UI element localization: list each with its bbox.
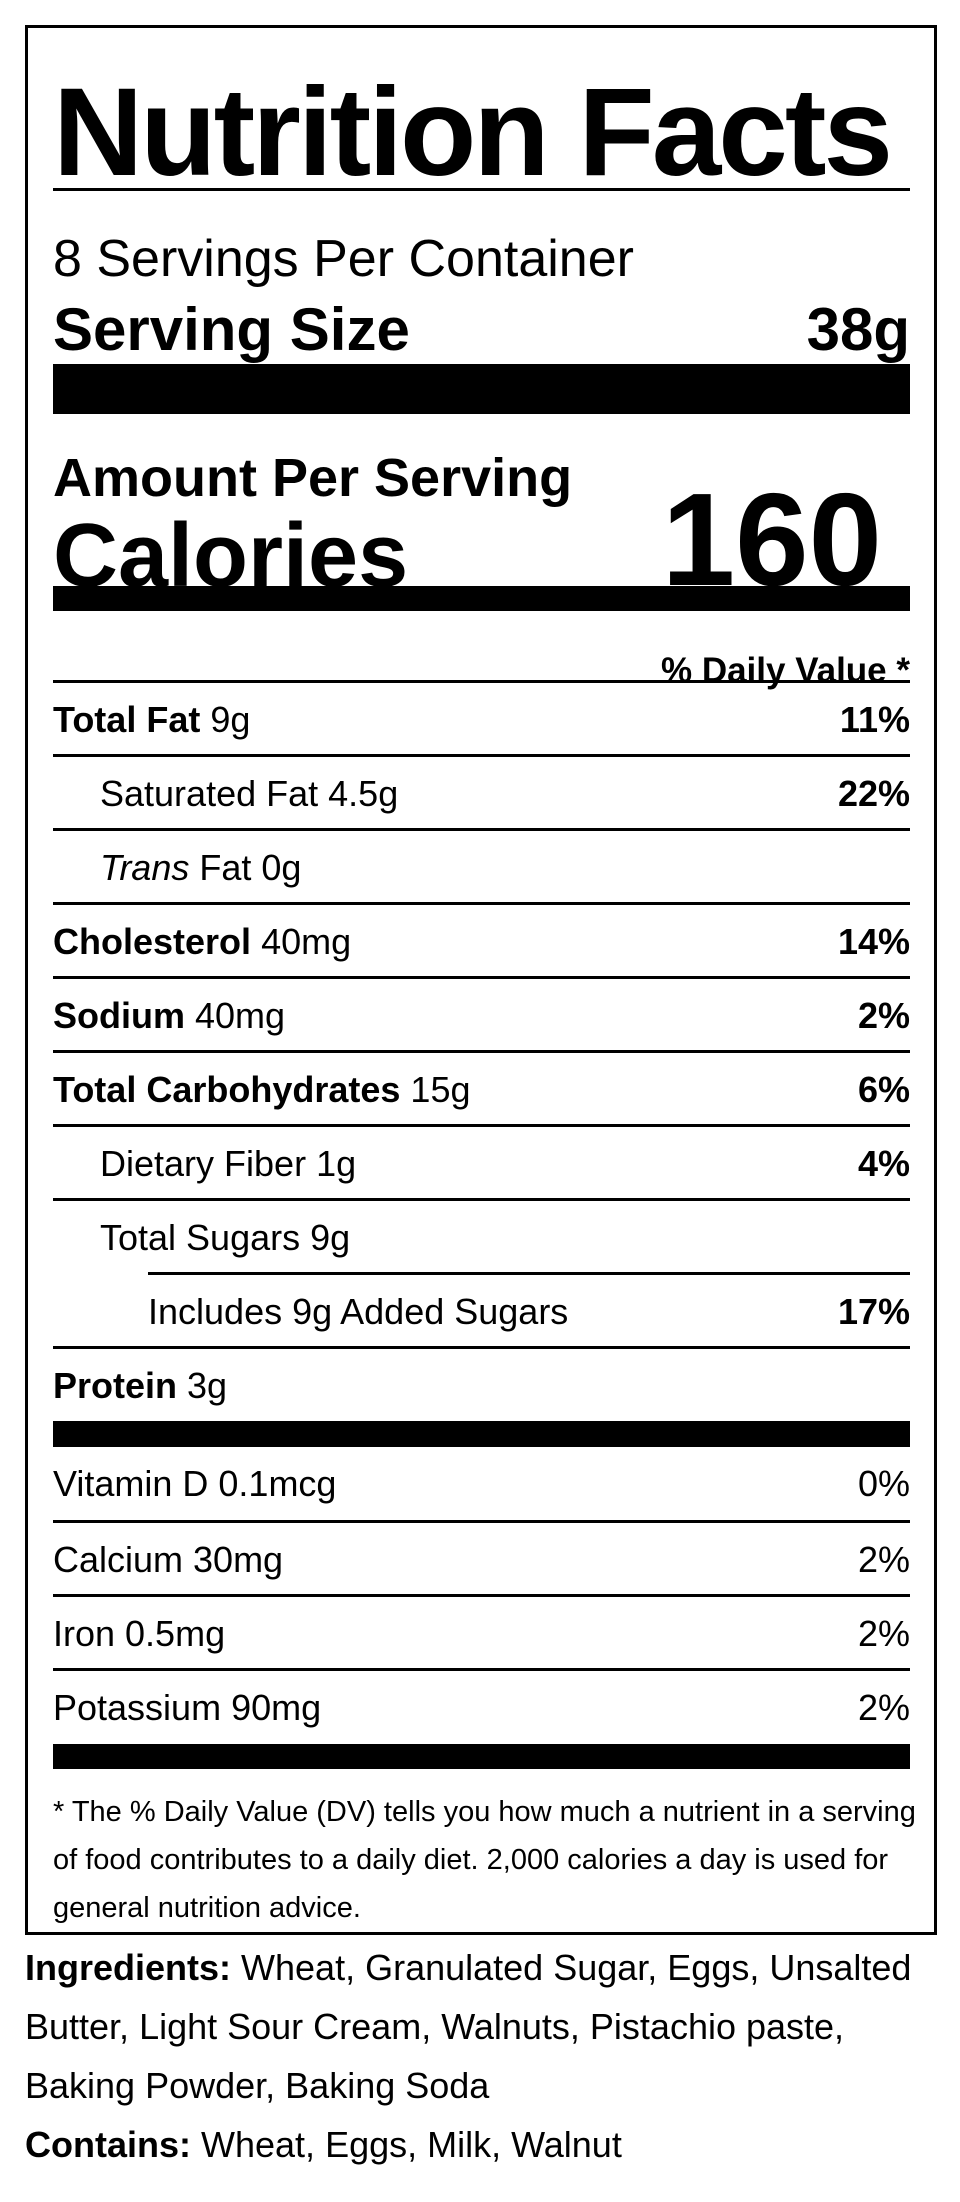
ingredients-text: Wheat, Granulated Sugar, Eggs, Unsalted … — [25, 1947, 912, 2106]
vitamin-dv: 2% — [857, 1687, 910, 1728]
divider-row — [53, 1346, 910, 1349]
vitamin-text: Calcium 30mg — [53, 1539, 284, 1580]
nutrient-amount: 9g — [210, 699, 251, 740]
nutrient-dv: 11% — [839, 699, 910, 740]
nutrient-name: Cholesterol — [53, 921, 252, 962]
vitamin-row-iron: Iron 0.5mg 2% — [53, 1597, 910, 1670]
nutrient-amount: 0g — [261, 847, 302, 888]
nutrient-name: Total Sugars — [100, 1217, 301, 1258]
divider-thick-vitamins — [53, 1421, 910, 1447]
nutrition-facts-label: Nutrition Facts 8 Servings Per Container… — [25, 25, 937, 1935]
nutrient-amount: 4.5g — [328, 773, 399, 814]
contains-label: Contains: — [25, 2124, 191, 2165]
vitamin-dv: 2% — [857, 1613, 910, 1654]
nutrient-amount: 1g — [316, 1143, 357, 1184]
divider-row — [53, 1198, 910, 1201]
nutrient-dv: 6% — [857, 1069, 910, 1110]
nutrient-row-saturated-fat: Saturated Fat 4.5g 22% — [100, 757, 910, 830]
divider-row — [53, 976, 910, 979]
divider-row — [53, 1520, 910, 1523]
ingredients-label: Ingredients: — [25, 1947, 232, 1988]
servings-per-container: 8 Servings Per Container — [53, 230, 634, 288]
divider-medium — [53, 586, 910, 611]
divider-thick — [53, 364, 910, 414]
divider-row — [53, 1050, 910, 1053]
vitamin-dv: 2% — [857, 1539, 910, 1580]
vitamin-dv: 0% — [857, 1463, 910, 1504]
divider-row — [53, 754, 910, 757]
nutrient-dv: 14% — [837, 921, 910, 962]
nutrient-name: Dietary Fiber — [100, 1143, 307, 1184]
nutrient-amount: 9g — [310, 1217, 351, 1258]
nutrient-name: Saturated Fat — [100, 773, 319, 814]
nutrient-dv: 4% — [857, 1143, 910, 1184]
divider-row — [53, 902, 910, 905]
nutrient-dv: 2% — [857, 995, 910, 1036]
daily-value-footnote: * The % Daily Value (DV) tells you how m… — [53, 1796, 916, 1924]
vitamin-text: Vitamin D 0.1mcg — [53, 1463, 337, 1504]
divider-thin — [53, 188, 910, 191]
nutrient-amount: 40mg — [195, 995, 286, 1036]
serving-size-row: Serving Size 38g — [53, 295, 910, 365]
nutrient-row-total-sugars: Total Sugars 9g — [100, 1201, 910, 1274]
nutrient-row-total-carbohydrates: Total Carbohydrates 15g 6% — [53, 1053, 910, 1126]
divider-thick-footer — [53, 1744, 910, 1769]
nutrient-row-total-fat: Total Fat 9g 11% — [53, 683, 910, 756]
nutrient-amount: 3g — [187, 1365, 228, 1406]
daily-value-header: % Daily Value * — [660, 651, 910, 690]
serving-size-value: 38g — [806, 296, 910, 363]
amount-per-serving: Amount Per Serving — [53, 448, 573, 508]
nutrient-row-cholesterol: Cholesterol 40mg 14% — [53, 905, 910, 978]
vitamin-text: Potassium 90mg — [53, 1687, 322, 1728]
divider-row — [53, 828, 910, 831]
label-title: Nutrition Facts — [53, 63, 893, 202]
ingredients-section: Ingredients: Wheat, Granulated Sugar, Eg… — [0, 1938, 960, 2174]
nutrient-row-sodium: Sodium 40mg 2% — [53, 979, 910, 1052]
divider-row — [53, 1668, 910, 1671]
contains-text: Wheat, Eggs, Milk, Walnut — [201, 2124, 622, 2165]
nutrient-dv: 22% — [837, 773, 910, 814]
nutrient-row-dietary-fiber: Dietary Fiber 1g 4% — [100, 1127, 910, 1200]
vitamin-row-calcium: Calcium 30mg 2% — [53, 1523, 910, 1596]
nutrient-name: Sodium — [53, 995, 185, 1036]
divider-row — [53, 680, 910, 683]
nutrient-row-added-sugars: Includes 9g Added Sugars 17% — [148, 1275, 910, 1348]
nutrient-amount: 15g — [410, 1069, 471, 1110]
divider-row-indented — [148, 1272, 910, 1275]
divider-row — [53, 1124, 910, 1127]
nutrient-row-protein: Protein 3g — [53, 1349, 910, 1422]
vitamin-text: Iron 0.5mg — [53, 1613, 226, 1654]
nutrient-amount: 40mg — [261, 921, 352, 962]
vitamin-row-potassium: Potassium 90mg 2% — [53, 1671, 910, 1744]
nutrient-name: Protein — [53, 1365, 178, 1406]
nutrient-dv: 17% — [837, 1291, 910, 1332]
divider-row — [53, 1594, 910, 1597]
serving-size-label: Serving Size — [53, 296, 410, 363]
vitamin-row-vitamin-d: Vitamin D 0.1mcg 0% — [53, 1447, 910, 1520]
nutrient-name-italic: Trans — [100, 847, 190, 888]
nutrient-name: Fat — [199, 847, 252, 888]
nutrient-row-trans-fat: Trans Fat 0g — [100, 831, 910, 904]
nutrient-name: Total Carbohydrates — [53, 1069, 401, 1110]
nutrient-name: Total Fat — [53, 699, 201, 740]
nutrient-text: Includes 9g Added Sugars — [148, 1291, 569, 1332]
